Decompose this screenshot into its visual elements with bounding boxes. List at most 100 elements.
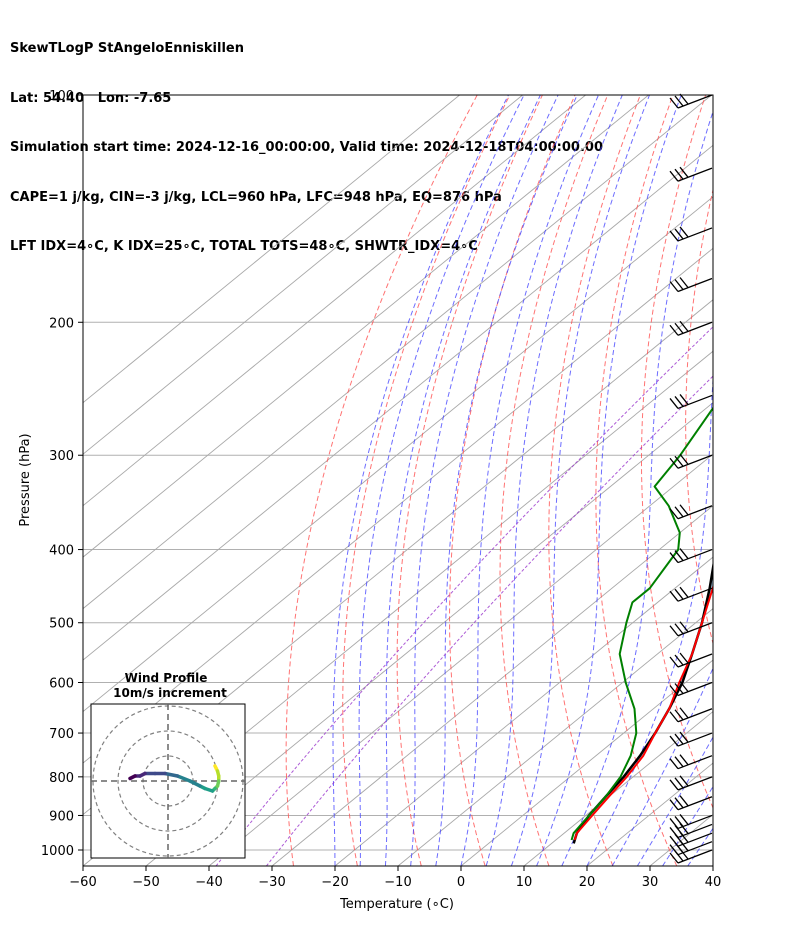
wind-barb-flag bbox=[669, 818, 679, 829]
wind-barb-flag bbox=[669, 281, 679, 292]
wind-barb bbox=[669, 93, 713, 109]
wind-barb-flag bbox=[669, 758, 679, 770]
x-tick-label: −10 bbox=[384, 875, 411, 890]
wind-barb bbox=[669, 681, 713, 697]
wind-barb-flag bbox=[679, 621, 689, 633]
y-axis-label: Pressure (hPa) bbox=[18, 433, 33, 526]
wind-barb-staff bbox=[677, 454, 713, 469]
isotherm-line bbox=[460, 659, 713, 866]
y-tick-label: 800 bbox=[49, 771, 74, 786]
wind-barb-flag bbox=[674, 455, 684, 467]
isotherm-line bbox=[208, 453, 713, 866]
chart-title: SkewTLogP StAngeloEnniskillen bbox=[10, 41, 244, 56]
wind-barb-flag bbox=[669, 324, 679, 336]
moist-adiabat bbox=[687, 827, 713, 866]
wind-barb-flag bbox=[679, 775, 689, 787]
wind-barb-staff bbox=[677, 832, 713, 847]
x-tick-label: −20 bbox=[321, 875, 348, 890]
wind-barb bbox=[669, 226, 713, 242]
wind-barb-flag bbox=[669, 457, 679, 469]
wind-barb-flag bbox=[669, 398, 679, 409]
wind-barb bbox=[669, 504, 713, 520]
hodograph-inset: Wind Profile 10m/s increment bbox=[90, 671, 246, 859]
wind-barb-flag bbox=[669, 508, 679, 520]
wind-barb-flag bbox=[674, 756, 684, 768]
wind-barb-flag bbox=[679, 226, 689, 238]
wind-barb-staff bbox=[677, 622, 713, 637]
location-coordinates: Lat: 54.40 Lon: -7.65 bbox=[10, 90, 172, 106]
wind-barb-flag bbox=[674, 322, 684, 334]
wind-barb-staff bbox=[677, 167, 713, 182]
y-tick-label: 200 bbox=[49, 316, 74, 331]
wind-barb-flag bbox=[669, 799, 679, 811]
dry-adiabat bbox=[396, 95, 543, 866]
dewpoint-profile-line bbox=[570, 406, 713, 841]
wind-barb-staff bbox=[677, 505, 713, 520]
wind-barb-staff bbox=[677, 653, 713, 668]
wind-barb-flag bbox=[669, 711, 679, 723]
isotherm-line bbox=[83, 196, 713, 713]
moist-adiabat bbox=[662, 785, 713, 866]
isotherm-line bbox=[83, 95, 712, 610]
x-tick-label: −40 bbox=[195, 875, 222, 890]
isotherm-line bbox=[83, 144, 713, 661]
wind-barb-flag bbox=[679, 166, 689, 178]
chart-header: SkewTLogP StAngeloEnniskillen Lat: 54.40… bbox=[10, 8, 603, 272]
wind-barb-flag bbox=[679, 731, 689, 743]
wind-barb-flag bbox=[679, 320, 689, 332]
isotherm-line bbox=[271, 505, 713, 866]
wind-barb-flag bbox=[669, 552, 679, 563]
x-axis-label: Temperature (∘C) bbox=[339, 897, 454, 912]
wind-barb bbox=[669, 814, 713, 830]
isotherm-line bbox=[83, 95, 460, 404]
y-tick-label: 500 bbox=[49, 617, 74, 632]
x-tick-label: −50 bbox=[132, 875, 159, 890]
y-tick-label: 600 bbox=[49, 677, 74, 692]
stability-indices-1: CAPE=1 j/kg, CIN=-3 j/kg, LCL=960 hPa, L… bbox=[10, 189, 502, 205]
y-tick-label: 900 bbox=[49, 809, 74, 824]
wind-barb-flag bbox=[669, 170, 679, 182]
moist-adiabat bbox=[712, 865, 713, 866]
dry-adiabat bbox=[285, 95, 478, 866]
isotherm-line bbox=[712, 865, 713, 866]
wind-barb-staff bbox=[677, 823, 713, 839]
dry-adiabat bbox=[729, 95, 794, 866]
wind-barb-flag bbox=[679, 681, 689, 692]
dry-adiabat bbox=[595, 95, 678, 866]
x-tick-label: 0 bbox=[457, 875, 465, 890]
wind-barb-flag bbox=[674, 683, 684, 694]
wind-barb-staff bbox=[677, 277, 713, 293]
wind-barb-flag bbox=[674, 709, 684, 721]
hodograph-segment bbox=[163, 771, 180, 778]
moist-adiabat bbox=[586, 372, 713, 866]
inset-subtitle: 10m/s increment bbox=[113, 686, 227, 700]
wind-barb-flag bbox=[674, 623, 684, 635]
wind-barb-flag bbox=[669, 625, 679, 637]
moist-adiabat bbox=[510, 95, 650, 866]
wind-barb bbox=[669, 586, 713, 602]
wind-barb-staff bbox=[677, 814, 713, 830]
wind-barb-flag bbox=[674, 550, 684, 561]
x-tick-label: 20 bbox=[579, 875, 596, 890]
wind-barb bbox=[669, 754, 713, 770]
isotherm-line bbox=[397, 608, 713, 866]
wind-barb-flag bbox=[679, 277, 689, 288]
wind-barb-staff bbox=[677, 681, 713, 697]
wind-barb bbox=[669, 848, 713, 864]
wind-barb-flag bbox=[679, 504, 689, 516]
wind-barb bbox=[669, 707, 713, 723]
wind-barb-flag bbox=[679, 795, 689, 807]
wind-barb-flag bbox=[674, 506, 684, 518]
wind-barb-flag bbox=[679, 707, 689, 719]
wind-barb-flag bbox=[674, 777, 684, 789]
moist-adiabat bbox=[536, 95, 682, 866]
wind-barb-flag bbox=[674, 733, 684, 745]
y-tick-label: 100 bbox=[49, 89, 74, 104]
wind-barb-staff bbox=[677, 849, 713, 864]
x-tick-label: 40 bbox=[705, 875, 722, 890]
wind-barb bbox=[669, 731, 713, 747]
temperature-profile-line bbox=[573, 584, 713, 841]
dry-adiabat bbox=[770, 95, 794, 866]
simulation-times: Simulation start time: 2024-12-16_00:00:… bbox=[10, 140, 603, 155]
dry-adiabat bbox=[641, 95, 713, 810]
